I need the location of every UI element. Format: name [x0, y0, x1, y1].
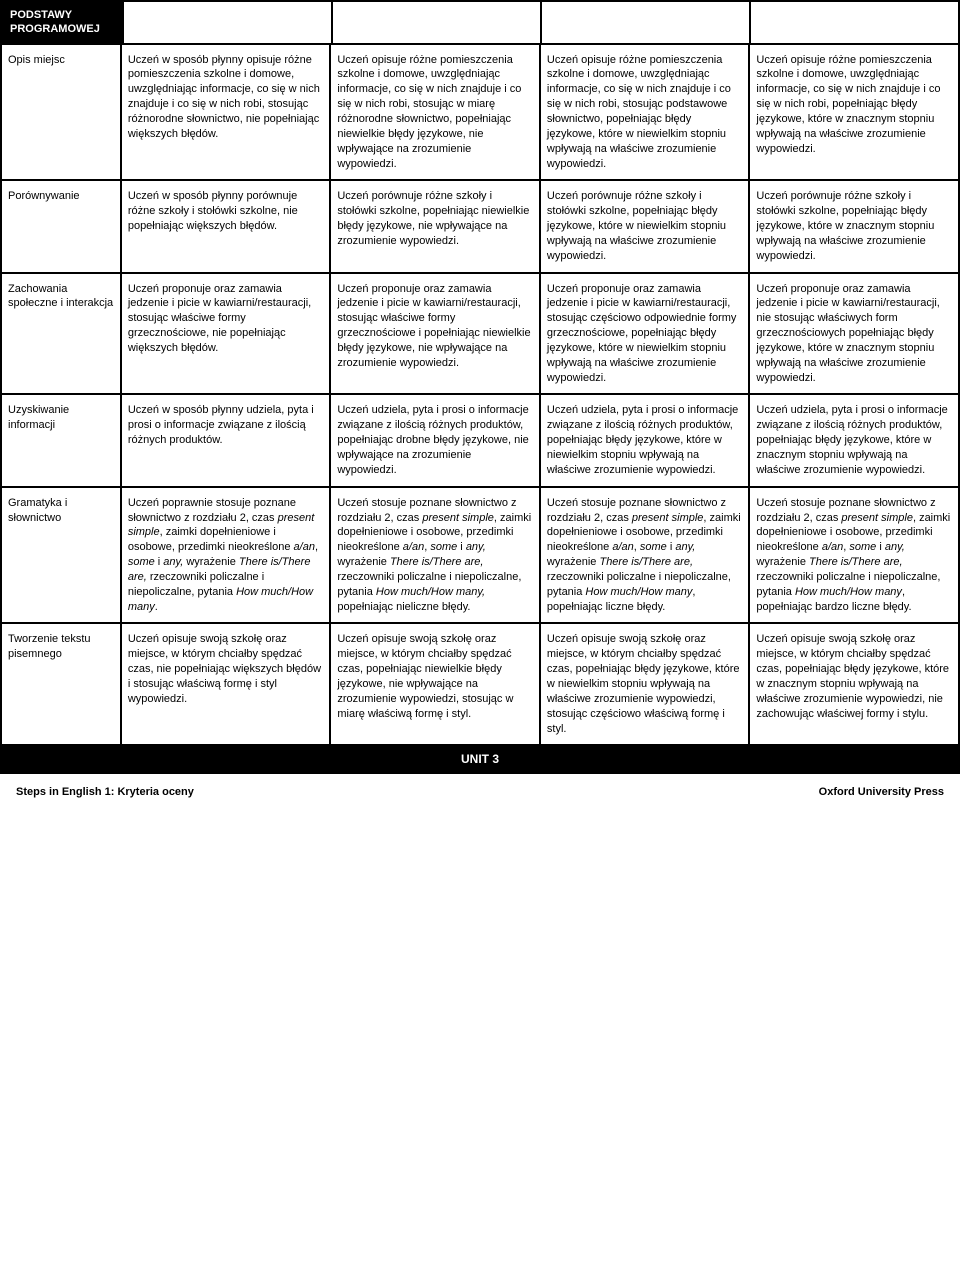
header-title-line1: PODSTAWY — [10, 9, 72, 21]
row-label: Tworzenie tekstu pisemnego — [1, 623, 121, 745]
criteria-cell: Uczeń stosuje poznane słownictwo z rozdz… — [330, 487, 540, 624]
header-title-line2: PROGRAMOWEJ — [10, 23, 100, 35]
footer-left: Steps in English 1: Kryteria oceny — [16, 786, 194, 798]
footer-right: Oxford University Press — [819, 786, 944, 798]
page-footer: Steps in English 1: Kryteria oceny Oxfor… — [0, 774, 960, 806]
row-label: Opis miejsc — [1, 44, 121, 181]
criteria-cell: Uczeń udziela, pyta i prosi o informacje… — [540, 394, 750, 486]
table-row: Zachowania społeczne i interakcjaUczeń p… — [1, 273, 959, 395]
row-label: Gramatyka i słownictwo — [1, 487, 121, 624]
table-body: Opis miejscUczeń w sposób płynny opisuje… — [1, 44, 959, 746]
criteria-cell: Uczeń w sposób płynny udziela, pyta i pr… — [121, 394, 331, 486]
criteria-cell: Uczeń proponuje oraz zamawia jedzenie i … — [540, 273, 750, 395]
criteria-cell: Uczeń udziela, pyta i prosi o informacje… — [330, 394, 540, 486]
criteria-cell: Uczeń porównuje różne szkoły i stołówki … — [540, 180, 750, 272]
table-row: Gramatyka i słownictwoUczeń poprawnie st… — [1, 487, 959, 624]
header-title-cell: PODSTAWY PROGRAMOWEJ — [2, 2, 122, 43]
header-empty-1 — [122, 2, 331, 43]
table-row: Opis miejscUczeń w sposób płynny opisuje… — [1, 44, 959, 181]
criteria-cell: Uczeń proponuje oraz zamawia jedzenie i … — [749, 273, 959, 395]
row-label: Zachowania społeczne i interakcja — [1, 273, 121, 395]
header-empty-4 — [749, 2, 958, 43]
criteria-cell: Uczeń udziela, pyta i prosi o informacje… — [749, 394, 959, 486]
criteria-cell: Uczeń opisuje swoją szkołę oraz miejsce,… — [540, 623, 750, 745]
criteria-cell: Uczeń proponuje oraz zamawia jedzenie i … — [121, 273, 331, 395]
criteria-cell: Uczeń opisuje swoją szkołę oraz miejsce,… — [749, 623, 959, 745]
criteria-table: Opis miejscUczeń w sposób płynny opisuje… — [0, 43, 960, 747]
criteria-cell: Uczeń porównuje różne szkoły i stołówki … — [749, 180, 959, 272]
criteria-cell: Uczeń porównuje różne szkoły i stołówki … — [330, 180, 540, 272]
criteria-cell: Uczeń poprawnie stosuje poznane słownict… — [121, 487, 331, 624]
table-row: PorównywanieUczeń w sposób płynny porówn… — [1, 180, 959, 272]
criteria-cell: Uczeń proponuje oraz zamawia jedzenie i … — [330, 273, 540, 395]
criteria-cell: Uczeń w sposób płynny opisuje różne pomi… — [121, 44, 331, 181]
criteria-cell: Uczeń opisuje różne pomieszczenia szkoln… — [330, 44, 540, 181]
table-row: Uzyskiwanie informacjiUczeń w sposób pły… — [1, 394, 959, 486]
header-empty-3 — [540, 2, 749, 43]
row-label: Porównywanie — [1, 180, 121, 272]
table-header-row: PODSTAWY PROGRAMOWEJ — [0, 0, 960, 43]
criteria-cell: Uczeń stosuje poznane słownictwo z rozdz… — [540, 487, 750, 624]
criteria-cell: Uczeń opisuje swoją szkołę oraz miejsce,… — [330, 623, 540, 745]
criteria-cell: Uczeń opisuje różne pomieszczenia szkoln… — [540, 44, 750, 181]
criteria-cell: Uczeń w sposób płynny porównuje różne sz… — [121, 180, 331, 272]
criteria-cell: Uczeń opisuje swoją szkołę oraz miejsce,… — [121, 623, 331, 745]
unit-bar: UNIT 3 — [0, 746, 960, 774]
table-row: Tworzenie tekstu pisemnegoUczeń opisuje … — [1, 623, 959, 745]
header-empty-2 — [331, 2, 540, 43]
criteria-cell: Uczeń stosuje poznane słownictwo z rozdz… — [749, 487, 959, 624]
criteria-cell: Uczeń opisuje różne pomieszczenia szkoln… — [749, 44, 959, 181]
row-label: Uzyskiwanie informacji — [1, 394, 121, 486]
